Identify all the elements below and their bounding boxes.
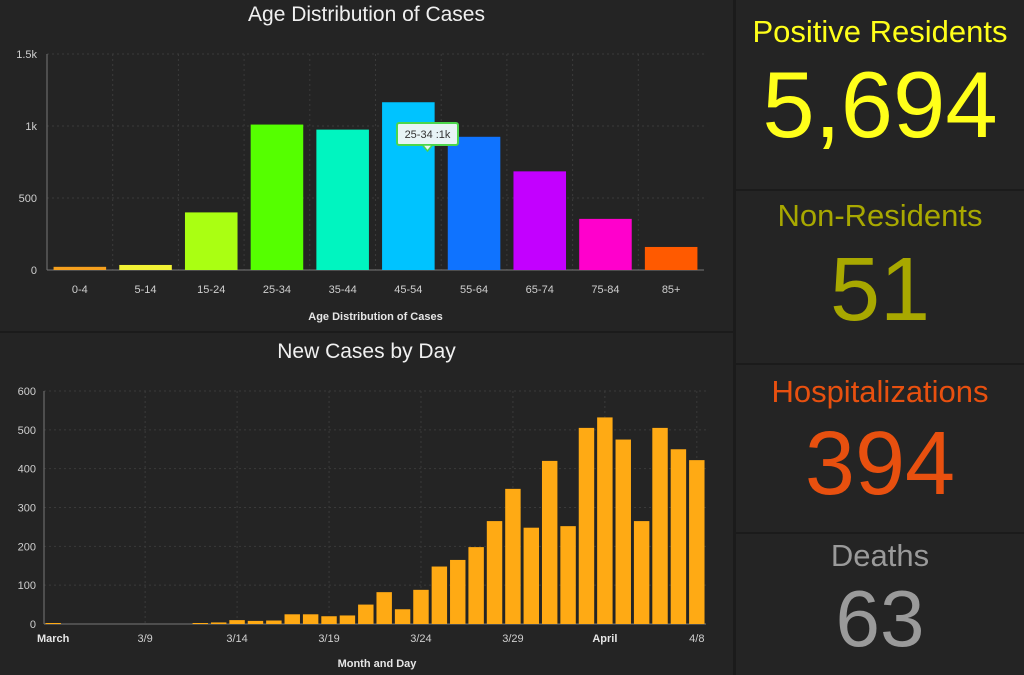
stat-divider xyxy=(736,363,1024,365)
x-tick-label: March xyxy=(37,633,70,645)
daily-chart-title: New Cases by Day xyxy=(277,340,456,363)
bar-4/5[interactable] xyxy=(633,521,650,624)
bar-4/4[interactable] xyxy=(615,439,631,624)
y-tick-label: 500 xyxy=(18,425,36,437)
x-tick-label: 25-34 xyxy=(263,284,291,296)
bar-3/12[interactable] xyxy=(192,623,209,624)
bar-35-44[interactable] xyxy=(316,129,369,270)
new-cases-chart[interactable]: 0 100 200 300 400 500 600 March 3/9 3/14 3/19 3/24 3… xyxy=(0,333,733,675)
x-tick-label: 3/24 xyxy=(410,633,431,645)
x-tick-label: 3/9 xyxy=(137,633,152,645)
bar-3/22[interactable] xyxy=(376,592,392,624)
bar-0-4[interactable] xyxy=(53,266,107,270)
non-residents-label: Non-Residents xyxy=(777,198,983,233)
bar-55-64[interactable] xyxy=(447,136,501,270)
stat-divider xyxy=(736,189,1024,191)
new-cases-panel: New Cases by Day 0 100 200 300 400 500 600 Marc… xyxy=(0,333,733,675)
bar-3/16[interactable] xyxy=(266,620,282,624)
y-tick-label: 500 xyxy=(19,193,37,205)
x-tick-label: 45-54 xyxy=(394,284,422,296)
y-tick-label: 100 xyxy=(18,580,36,592)
positive-residents-indicator[interactable]: Positive Residents 5,694 xyxy=(736,14,1024,160)
bar-3/19[interactable] xyxy=(321,616,337,624)
bar-3/28[interactable] xyxy=(486,521,503,624)
bar-3/26[interactable] xyxy=(450,559,466,624)
bar-3/27[interactable] xyxy=(468,547,484,624)
x-tick-label: 4/8 xyxy=(689,633,704,645)
bar-3/14[interactable] xyxy=(229,620,245,624)
bar-3/30[interactable] xyxy=(523,527,540,624)
bar-4/7[interactable] xyxy=(670,449,687,624)
x-tick-label: 35-44 xyxy=(329,284,357,296)
age-distribution-chart[interactable]: 0 500 1k 1.5k 0-4 5-14 15-24 25-34 35-44 45-54 55-… xyxy=(0,0,733,331)
bar-3/23[interactable] xyxy=(394,609,411,624)
bar-65-74[interactable] xyxy=(513,171,567,270)
x-tick-label: 3/14 xyxy=(226,633,247,645)
chart-tooltip-pointer xyxy=(420,144,435,153)
bar-4/1[interactable] xyxy=(560,526,576,624)
stat-divider xyxy=(736,532,1024,534)
x-tick-label: 5-14 xyxy=(135,284,157,296)
bar-3/13[interactable] xyxy=(210,622,227,624)
bar-3/17[interactable] xyxy=(284,614,300,624)
x-tick-label: 55-64 xyxy=(460,284,488,296)
bar-3/20[interactable] xyxy=(339,615,356,624)
bar-3/18[interactable] xyxy=(302,614,319,624)
positive-residents-value: 5,694 xyxy=(762,52,998,157)
hospitalizations-label: Hospitalizations xyxy=(771,374,989,409)
non-residents-indicator[interactable]: Non-Residents 51 xyxy=(736,198,1024,346)
x-tick-label: 85+ xyxy=(662,284,681,296)
bar-3/31[interactable] xyxy=(541,460,558,624)
bar-3/29[interactable] xyxy=(505,488,521,624)
x-tick-label: 0-4 xyxy=(72,284,88,296)
stats-column: Positive Residents 5,694 Non-Residents 5… xyxy=(736,0,1024,675)
bar-15-24[interactable] xyxy=(184,212,238,270)
bar-3/4[interactable] xyxy=(45,623,61,624)
bar-3/25[interactable] xyxy=(431,566,448,624)
x-axis-title: Month and Day xyxy=(338,658,418,670)
deaths-indicator[interactable]: Deaths 63 xyxy=(736,538,1024,664)
bar-75-84[interactable] xyxy=(579,218,632,270)
bar-3/21[interactable] xyxy=(358,604,374,624)
y-tick-label: 1.5k xyxy=(16,49,37,61)
positive-residents-label: Positive Residents xyxy=(752,14,1008,49)
hospitalizations-value: 394 xyxy=(804,414,956,514)
y-tick-label: 0 xyxy=(30,619,36,631)
y-tick-label: 400 xyxy=(18,464,36,476)
bar-4/2[interactable] xyxy=(578,427,595,624)
deaths-label: Deaths xyxy=(830,538,930,573)
y-tick-label: 300 xyxy=(18,503,36,515)
deaths-value: 63 xyxy=(835,574,925,663)
bar-3/15[interactable] xyxy=(247,620,264,624)
x-tick-label: 75-84 xyxy=(591,284,619,296)
panel-divider-horizontal xyxy=(0,331,733,333)
age-chart-title: Age Distribution of Cases xyxy=(248,3,485,26)
y-tick-label: 600 xyxy=(18,386,36,398)
chart-tooltip-text: 25-34 :1k xyxy=(405,129,451,141)
bar-3/24[interactable] xyxy=(413,589,429,624)
panel-divider-vertical xyxy=(733,0,736,675)
bar-5-14[interactable] xyxy=(119,264,172,270)
hospitalizations-indicator[interactable]: Hospitalizations 394 xyxy=(736,374,1024,518)
non-residents-value: 51 xyxy=(829,240,931,340)
x-tick-label: 3/19 xyxy=(318,633,339,645)
x-tick-label: 15-24 xyxy=(197,284,225,296)
age-distribution-panel: Age Distribution of Cases 0 500 1k 1.5k 0-4 5… xyxy=(0,0,733,331)
y-tick-label: 1k xyxy=(25,121,37,133)
x-tick-label: April xyxy=(592,633,617,645)
x-tick-label: 65-74 xyxy=(526,284,554,296)
y-tick-label: 200 xyxy=(18,541,36,553)
bar-25-34[interactable] xyxy=(250,124,304,270)
x-axis-title: Age Distribution of Cases xyxy=(308,311,442,323)
x-tick-label: 3/29 xyxy=(502,633,523,645)
bar-85+[interactable] xyxy=(644,246,698,270)
bar-4/3[interactable] xyxy=(597,417,613,624)
bar-4/6[interactable] xyxy=(652,427,668,624)
y-tick-label: 0 xyxy=(31,265,37,277)
bar-4/8[interactable] xyxy=(689,460,705,624)
